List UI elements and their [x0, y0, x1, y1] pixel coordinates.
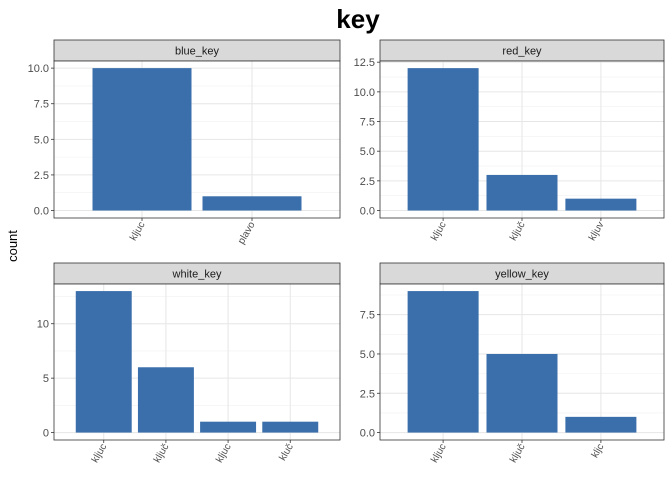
bar — [92, 68, 192, 211]
x-tick-label: kljuc — [429, 442, 449, 465]
bar — [262, 421, 319, 433]
bar — [565, 198, 637, 211]
panel-yellow_key: yellow_key 0.0 2.5 5.0 7.5 kljuc ključ kljc — [360, 262, 665, 465]
facet-strip-label: white_key — [172, 269, 222, 281]
x-tick-label: kljuv — [587, 220, 607, 243]
facet-strip-label: red_key — [502, 46, 542, 58]
y-tick-label: 5.0 — [34, 134, 49, 146]
y-tick-label: 0.0 — [34, 206, 49, 218]
y-tick-label: 7.5 — [360, 117, 375, 129]
panel-red_key: red_key 0.0 2.5 5.0 7.5 10.0 12.5 kljuc ključ klj… — [354, 39, 665, 243]
y-tick-label: 10.0 — [354, 87, 375, 99]
x-tick-label: kljuc — [128, 220, 148, 243]
panel-blue_key: blue_key 0.0 2.5 5.0 7.5 10.0 kljuc plavo — [28, 39, 341, 247]
x-tick-label: kluč — [277, 442, 295, 463]
x-tick-label: plavo — [236, 220, 258, 247]
panel-white_key: white_key 0 5 10 kljuc ključ kljuc kluč — [37, 262, 341, 465]
x-tick-label: ključ — [508, 442, 528, 465]
y-tick-label: 10.0 — [28, 63, 49, 75]
x-tick-label: kljuc — [90, 442, 110, 465]
y-tick-label: 7.5 — [360, 310, 375, 322]
facet-panels: blue_key 0.0 2.5 5.0 7.5 10.0 kljuc plavo red_ke… — [28, 39, 665, 465]
y-tick-label: 7.5 — [34, 99, 49, 111]
y-tick-label: 12.5 — [354, 57, 375, 69]
y-axis-label: count — [5, 230, 20, 262]
x-tick-label: kljuc — [214, 442, 234, 465]
bar — [202, 196, 302, 211]
y-tick-label: 10 — [37, 319, 49, 331]
panel-border — [379, 60, 665, 219]
y-tick-label: 2.5 — [360, 176, 375, 188]
panel-border — [53, 283, 341, 441]
y-tick-label: 2.5 — [34, 170, 49, 182]
bar — [565, 416, 637, 433]
bar — [486, 174, 558, 211]
y-tick-label: 0.0 — [360, 206, 375, 218]
y-tick-label: 5 — [43, 373, 49, 385]
bar — [486, 353, 558, 433]
x-tick-label: ključ — [508, 220, 528, 243]
x-tick-label: kljuc — [429, 220, 449, 243]
y-tick-label: 5.0 — [360, 146, 375, 158]
bar — [407, 68, 479, 211]
facet-strip-label: blue_key — [175, 46, 220, 58]
facet-strip-label: yellow_key — [495, 269, 549, 281]
bar — [407, 291, 479, 433]
bar — [200, 421, 257, 433]
y-tick-label: 0 — [43, 428, 49, 440]
y-tick-label: 5.0 — [360, 349, 375, 361]
y-tick-label: 2.5 — [360, 388, 375, 400]
panel-border — [379, 283, 665, 441]
y-tick-label: 0.0 — [360, 428, 375, 440]
chart-title: key — [336, 4, 380, 34]
x-tick-label: kljc — [590, 442, 607, 460]
bar — [137, 367, 194, 433]
x-tick-label: ključ — [152, 442, 172, 465]
panel-border — [53, 60, 341, 219]
bar — [75, 291, 132, 433]
